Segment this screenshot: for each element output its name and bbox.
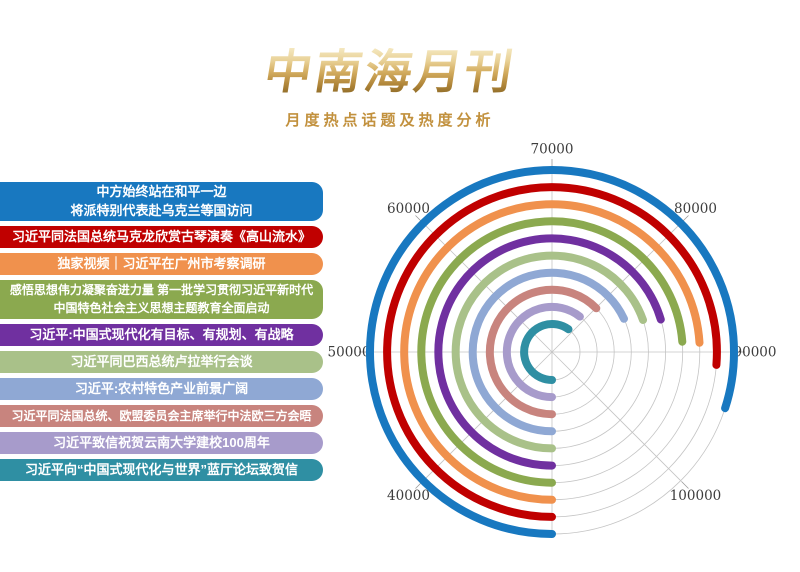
title-block: 中南海月刊 月度热点话题及热度分析 [230,45,550,130]
topic-bar: 感悟思想伟力凝聚奋进力量 第一批学习贯彻习近平新时代 中国特色社会主义思想主题教… [0,280,323,319]
axis-tick-label: 90000 [734,345,777,361]
topic-bar: 习近平致信祝贺云南大学建校100周年 [0,432,323,454]
topic-arc [383,183,721,521]
axis-tick-label: 50000 [328,345,371,361]
axis-tick-label: 60000 [387,201,430,217]
topic-arc [468,268,628,436]
axis-tick-label: 40000 [387,488,430,504]
topic-bar: 习近平同巴西总统卢拉举行会谈 [0,351,323,373]
page-subtitle: 月度热点话题及热度分析 [285,112,495,129]
topic-bar: 习近平同法国总统马克龙欣赏古琴演奏《高山流水》 [0,226,323,248]
topic-arc [417,217,687,487]
axis-tick [681,481,689,489]
topic-arc [485,285,601,419]
axis-tick-label: 100000 [670,488,722,504]
topic-arc [366,166,738,538]
topic-arc [400,200,704,504]
topic-bar: 习近平同法国总统、欧盟委员会主席举行中法欧三方会晤 [0,405,323,427]
polar-grid-line [551,351,681,481]
topic-arc [451,251,647,453]
topic-bar: 独家视频｜习近平在广州市考察调研 [0,253,323,275]
topic-list: 中方始终站在和平一边 将派特别代表赴乌克兰等国访问 习近平同法国总统马克龙欣赏古… [0,182,323,481]
topic-bar: 习近平:农村特色产业前景广阔 [0,378,323,400]
topic-bar: 中方始终站在和平一边 将派特别代表赴乌克兰等国访问 [0,182,323,221]
topic-arc [520,320,573,384]
axis-tick-label: 80000 [674,201,717,217]
topic-arc [502,302,584,402]
topic-bar: 习近平向“中国式现代化与世界”蓝厅论坛致贺信 [0,459,323,481]
topic-arc [434,234,665,470]
topic-bar: 习近平:中国式现代化有目标、有规划、有战略 [0,324,323,346]
axis-tick-label: 70000 [531,142,574,158]
